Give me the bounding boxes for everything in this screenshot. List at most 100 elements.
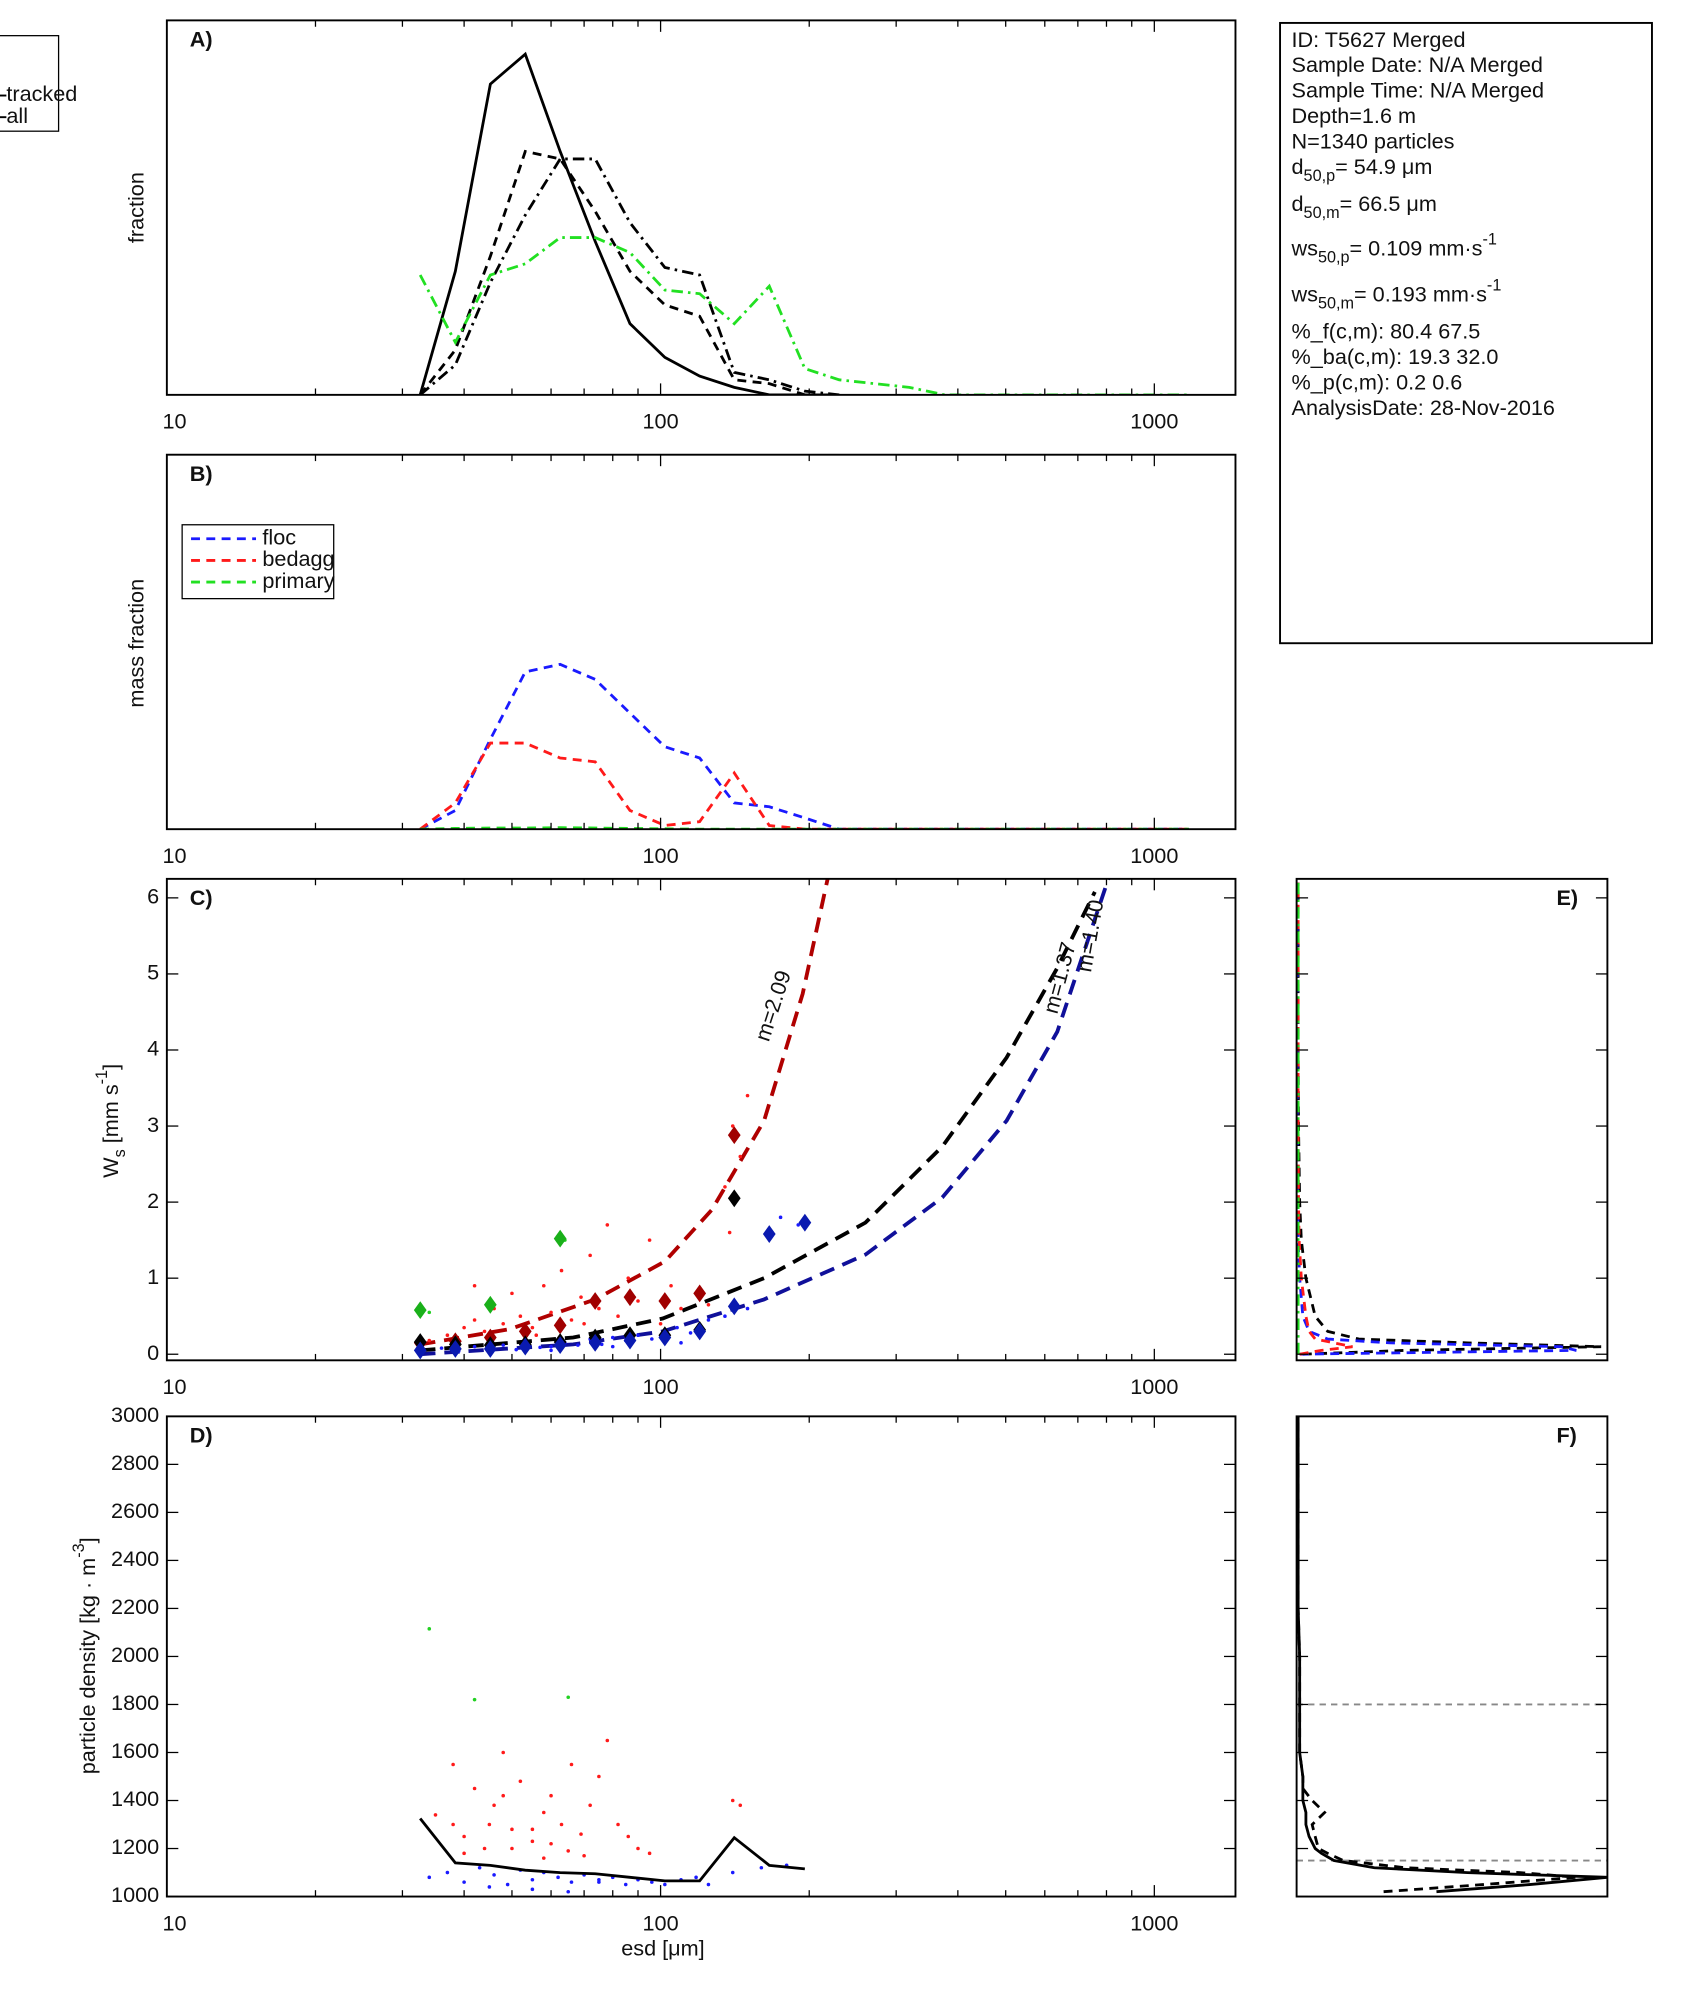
point	[694, 1875, 698, 1880]
text-part: Sample Date: N/A Merged	[1292, 52, 1543, 77]
text-part: ws	[1291, 281, 1319, 306]
point	[487, 1885, 492, 1889]
point	[582, 1853, 586, 1858]
point	[549, 1348, 553, 1353]
point	[650, 1880, 654, 1884]
point	[579, 1295, 583, 1299]
point	[605, 1738, 610, 1743]
point	[472, 1697, 477, 1702]
x-axis-label: esd [μm]	[621, 1936, 704, 1961]
panel-label: B)	[190, 461, 213, 486]
point	[451, 1822, 455, 1827]
text-part: %_f(c,m): 80.4 67.5	[1292, 318, 1481, 343]
median-marker	[798, 1213, 812, 1232]
point	[530, 1839, 535, 1844]
panel-label: D)	[190, 1422, 213, 1447]
text-part: 50,m	[1304, 204, 1340, 222]
info-line: %_f(c,m): 80.4 67.5	[1292, 318, 1481, 343]
series-line	[420, 826, 1189, 830]
series-line	[1296, 882, 1353, 1356]
median-marker	[413, 1301, 427, 1320]
info-line: Sample Time: N/A Merged	[1292, 77, 1545, 102]
series-line	[419, 1817, 805, 1883]
median-marker	[553, 1316, 567, 1335]
text-part: d	[1292, 191, 1304, 216]
info-line: Depth=1.6 m	[1292, 103, 1417, 128]
point	[605, 1223, 610, 1227]
text-part: ]	[75, 1537, 100, 1543]
y-tick-label: 1	[147, 1264, 159, 1289]
point	[636, 1846, 640, 1851]
y-tick-label: 3000	[111, 1402, 159, 1427]
text-part: d	[1292, 154, 1304, 179]
text-part: ]	[98, 1064, 123, 1070]
y-tick-label: 2400	[111, 1546, 159, 1571]
text-part: 50,p	[1318, 249, 1350, 267]
series-line	[419, 157, 840, 395]
info-line: Sample Date: N/A Merged	[1292, 52, 1543, 77]
panel-label: E)	[1556, 885, 1578, 910]
x-tick-label: 100	[643, 1910, 679, 1935]
info-line: %_p(c,m): 0.2 0.6	[1292, 369, 1463, 394]
point	[616, 1314, 620, 1318]
point	[723, 1314, 727, 1318]
legend-label: bedagg	[262, 546, 334, 571]
x-tick-label: 100	[643, 1374, 679, 1399]
axes-frame	[165, 1415, 1237, 1898]
point	[730, 1798, 735, 1803]
series-line	[419, 878, 830, 1347]
series-line	[1296, 1416, 1608, 1894]
point	[669, 1283, 673, 1288]
point	[626, 1276, 631, 1280]
y-tick-label: 1800	[111, 1690, 159, 1715]
y-tick-label: 2600	[111, 1498, 159, 1523]
point	[727, 1230, 732, 1235]
legend-label: primary	[262, 568, 334, 593]
point	[688, 1331, 693, 1335]
point	[514, 1347, 518, 1352]
series-line	[419, 662, 1189, 830]
point	[597, 1774, 601, 1779]
point	[647, 1238, 652, 1242]
median-marker	[762, 1225, 776, 1243]
panel-label: C)	[190, 885, 213, 910]
point	[559, 1268, 564, 1273]
point	[566, 1695, 571, 1700]
series-line	[1296, 882, 1602, 1356]
point	[647, 1851, 652, 1856]
point	[510, 1291, 514, 1296]
point	[745, 1093, 750, 1098]
text-part: mass fraction	[123, 579, 148, 708]
x-tick-label: 1000	[1130, 409, 1178, 434]
x-tick-label: 100	[643, 843, 679, 868]
info-line: d50,m= 66.5 μm	[1292, 191, 1437, 223]
point	[542, 1283, 546, 1288]
legend-label: tracked	[6, 81, 77, 106]
y-tick-label: 0	[147, 1340, 159, 1365]
legend-label: all	[6, 103, 28, 128]
point	[566, 1849, 571, 1853]
y-axis-label: Ws [mm s-1]	[93, 1064, 129, 1178]
point	[530, 1325, 535, 1330]
y-axis-label: mass fraction	[123, 579, 148, 708]
text-part: -1	[1487, 277, 1501, 295]
x-tick-label: 1000	[1130, 1910, 1178, 1935]
point	[597, 1306, 601, 1311]
point	[616, 1822, 620, 1827]
x-tick-label: 10	[162, 1910, 186, 1935]
y-tick-label: 1400	[111, 1786, 159, 1811]
point	[588, 1803, 592, 1808]
point	[759, 1865, 764, 1870]
plot-area	[1296, 882, 1602, 1356]
axes-frame	[165, 877, 1237, 1362]
point	[427, 1627, 432, 1631]
median-marker	[483, 1339, 497, 1358]
series-line	[420, 891, 1097, 1353]
axes-frame	[165, 453, 1237, 831]
point	[542, 1856, 546, 1860]
median-marker	[623, 1288, 637, 1307]
y-tick-label: 2	[147, 1188, 159, 1213]
point	[610, 1344, 615, 1349]
point	[623, 1882, 628, 1887]
info-box	[1279, 21, 1653, 645]
